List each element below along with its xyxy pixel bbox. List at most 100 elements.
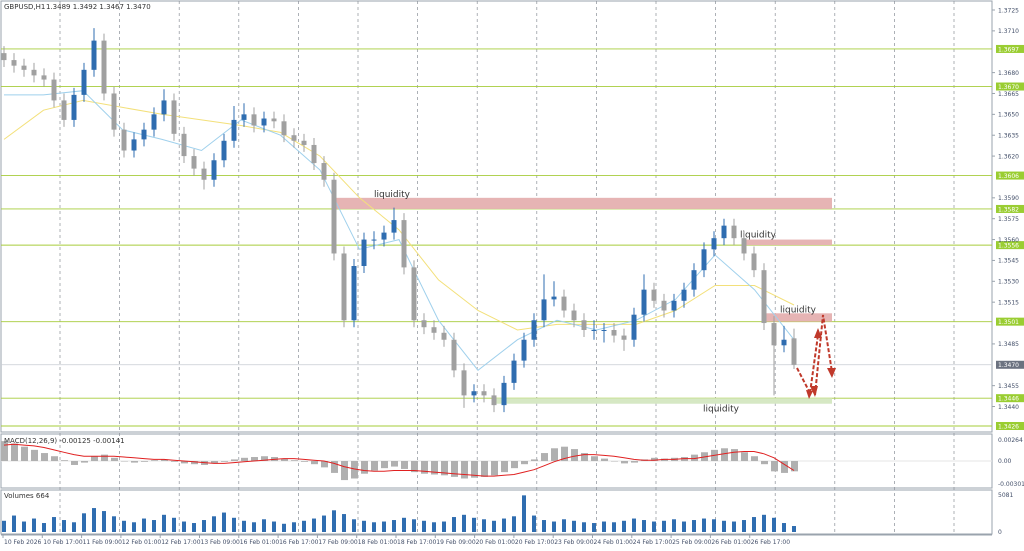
liquidity-zone-red[interactable] [744, 239, 832, 246]
macd-histogram-bar [321, 461, 328, 468]
volume-bar [562, 519, 566, 532]
macd-histogram-bar [561, 446, 568, 461]
macd-histogram-bar [341, 461, 348, 481]
macd-histogram-bar [581, 453, 588, 461]
volume-bar [482, 519, 486, 532]
candle-bull [161, 100, 167, 115]
macd-histogram-bar [721, 448, 728, 461]
volume-bar [402, 517, 406, 532]
current-price-label: 1.3470 [998, 362, 1019, 369]
candle-bear [191, 156, 197, 169]
macd-histogram-bar [781, 461, 788, 473]
volume-panel-border [0, 489, 993, 535]
candle-bear [581, 320, 587, 330]
liquidity-zone-red[interactable] [764, 313, 832, 322]
candle-bear [101, 40, 107, 94]
time-axis[interactable]: 10 Feb 2026 10 Feb 17:00 11 Feb 09:00 12 Fe… [1, 534, 992, 546]
liquidity-zone-green[interactable] [494, 398, 832, 404]
volume-bar [722, 520, 726, 532]
candle-bear [31, 69, 37, 76]
volume-bar [302, 520, 306, 532]
price-tick-label: 1.3530 [998, 279, 1019, 286]
candle-bear [171, 100, 177, 134]
time-tick-label: 11 Feb 09:00 [83, 539, 123, 546]
candle-bear [291, 135, 297, 141]
liquidity-zones[interactable]: liquidity liquidity liquidity liquidity [334, 190, 832, 415]
volume-bar [682, 521, 686, 532]
volume-bar [392, 520, 396, 532]
time-tick-label: 12 Feb 17:00 [161, 539, 201, 546]
time-tick-label: 23 Feb 09:00 [554, 539, 594, 546]
time-tick-label: 13 Feb 09:00 [201, 539, 241, 546]
volume-bar [262, 519, 266, 532]
price-tick-label: 1.3680 [998, 70, 1019, 77]
macd-histogram-bar [311, 461, 318, 465]
level-label: 1.3606 [998, 173, 1019, 180]
candle-bear [271, 118, 277, 122]
macd-histogram-bar [51, 456, 58, 461]
volume-bar [62, 520, 66, 532]
candle-bull [151, 114, 157, 130]
price-tick-label: 1.3590 [998, 195, 1019, 202]
candle-bull [641, 289, 647, 315]
candle-bull [551, 296, 557, 300]
volume-bar [652, 521, 656, 532]
macd-histogram-bar [531, 459, 538, 461]
time-tick-label: 24 Feb 01:00 [594, 539, 634, 546]
macd-histogram-bar [381, 461, 388, 469]
liquidity-zone-label: liquidity [703, 405, 740, 415]
volume-bar [92, 508, 96, 532]
volume-bar [772, 517, 776, 532]
volume-bar [52, 517, 56, 532]
macd-panel [1, 441, 992, 481]
forecast-arrow-up[interactable] [809, 334, 819, 394]
volume-bar [192, 523, 196, 532]
macd-histogram-bar [241, 457, 248, 461]
price-tick-label: 1.3440 [998, 404, 1019, 411]
candle-bull [781, 339, 787, 346]
macd-histogram-bar [421, 461, 428, 474]
candle-bear [281, 121, 287, 136]
level-label-bg [996, 421, 1024, 430]
macd-histogram-bar [521, 461, 528, 465]
macd-histogram-bar [411, 461, 418, 473]
forecast-arrow-down-2[interactable] [814, 314, 833, 396]
price-tick-label: 1.3515 [998, 299, 1019, 306]
volume-bar [742, 520, 746, 532]
level-label: 1.3426 [998, 423, 1019, 430]
grid [59, 1, 955, 534]
macd-histogram-bar [391, 461, 398, 467]
level-label-bg [996, 394, 1024, 403]
macd-histogram-bar [401, 461, 408, 469]
level-label: 1.3670 [998, 84, 1019, 91]
forecast-arrows[interactable] [796, 314, 836, 399]
time-tick-label: 20 Feb 01:00 [476, 539, 516, 546]
volume-bar [32, 518, 36, 532]
macd-histogram-bar [61, 460, 68, 461]
volume-bar [592, 523, 596, 532]
macd-histogram-bar [41, 453, 48, 461]
volume-bar [762, 514, 766, 532]
volume-bar [292, 522, 296, 532]
price-axis[interactable]: 1.3697 1.3670 1.3606 1.3582 1.3556 1.3501 1.34… [992, 7, 1024, 536]
volume-bar [532, 515, 536, 532]
volume-bar [502, 518, 506, 532]
level-label-bg [996, 82, 1024, 91]
candle-bear [61, 100, 67, 120]
macd-histogram-bar [371, 461, 378, 471]
candle-bear [181, 133, 187, 157]
liquidity-zone-red[interactable] [334, 197, 832, 209]
candle-bull [531, 320, 537, 340]
candle-bull [591, 329, 597, 331]
forecast-arrow-down-1[interactable] [796, 367, 811, 394]
volume-bar [512, 516, 516, 532]
candle-bear [121, 129, 127, 151]
candle-bull [131, 139, 137, 151]
macd-histogram-bar [461, 461, 468, 479]
macd-histogram-bar [471, 461, 478, 478]
volume-bar [22, 521, 26, 532]
macd-histogram-bar [771, 461, 778, 472]
level-label-bg [996, 204, 1024, 213]
candle-bull [511, 360, 517, 383]
